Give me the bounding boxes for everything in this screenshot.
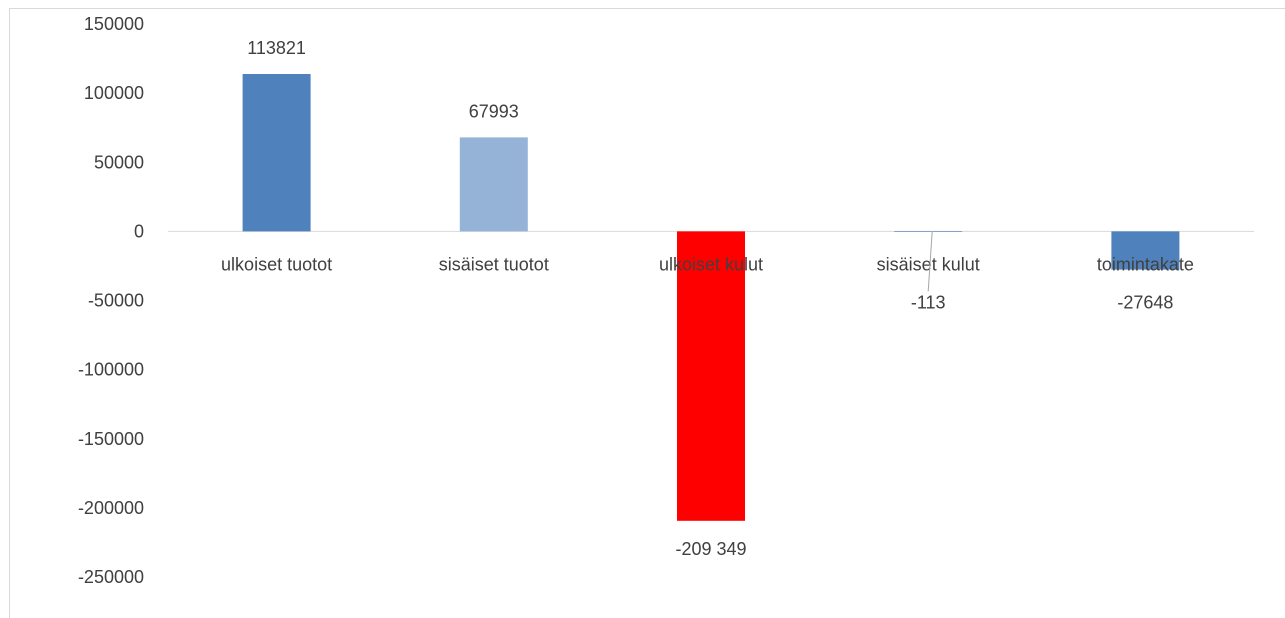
bar-5 bbox=[1111, 231, 1180, 270]
y-tick-label: -100000 bbox=[78, 360, 144, 380]
y-tick-label: 50000 bbox=[94, 152, 144, 172]
bar-4 bbox=[894, 231, 963, 232]
chart-area bbox=[9, 8, 1285, 618]
data-label: 113821 bbox=[247, 38, 306, 58]
category-label: ulkoiset tuotot bbox=[221, 254, 332, 274]
y-tick-label: 0 bbox=[134, 221, 144, 241]
data-label-leader-line bbox=[927, 231, 933, 292]
bar-3 bbox=[677, 231, 745, 521]
y-tick-label: -200000 bbox=[78, 498, 144, 518]
data-label: -113 bbox=[911, 292, 946, 312]
y-tick-label: 150000 bbox=[84, 14, 144, 34]
y-tick-label: 100000 bbox=[84, 83, 144, 103]
data-label: 67993 bbox=[469, 101, 519, 121]
category-label: toimintakate bbox=[1097, 254, 1194, 274]
y-tick-label: -50000 bbox=[88, 291, 144, 311]
data-label: -27648 bbox=[1117, 292, 1173, 312]
data-label: -209 349 bbox=[675, 539, 746, 559]
category-label: ulkoiset kulut bbox=[659, 254, 763, 274]
y-tick-label: -250000 bbox=[78, 567, 144, 587]
category-label: sisäiset kulut bbox=[877, 254, 980, 274]
category-label: sisäiset tuotot bbox=[439, 254, 549, 274]
bar-1 bbox=[242, 74, 311, 232]
bar-2 bbox=[459, 137, 528, 232]
y-tick-label: -150000 bbox=[78, 429, 144, 449]
